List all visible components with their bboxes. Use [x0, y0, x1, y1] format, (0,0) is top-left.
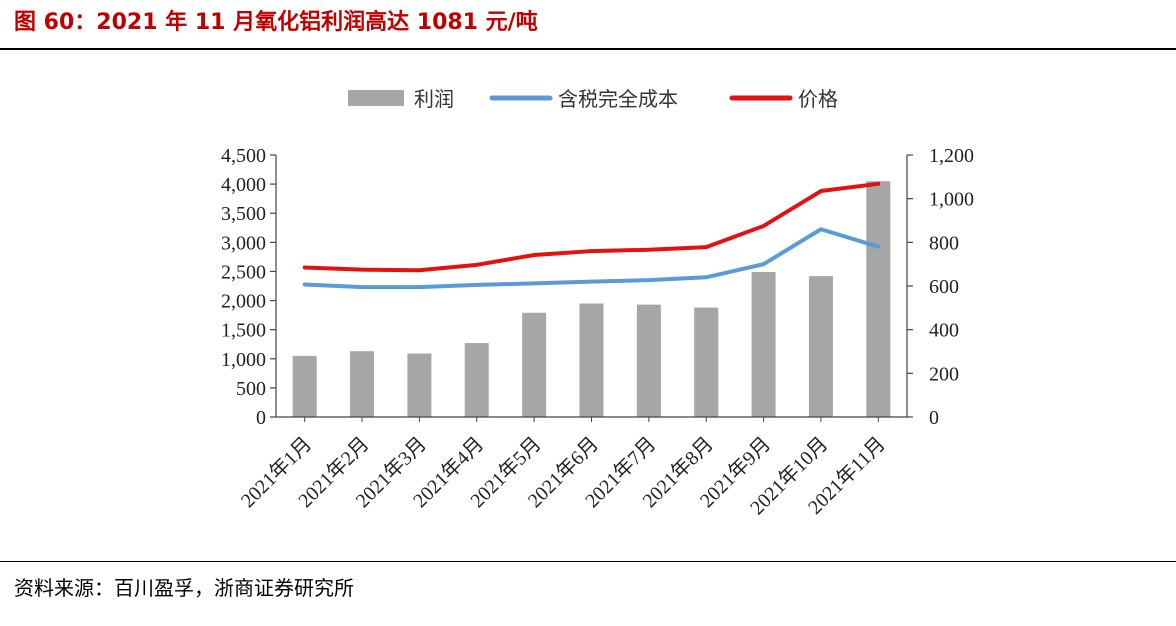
left-axis: 0 500 1,000 1,500 2,000 2,500 3,000 3,500 4,000 4…: [221, 145, 277, 429]
series-line: [302, 227, 881, 290]
bar: [808, 276, 833, 417]
bar: [751, 272, 776, 417]
right-tick-label: 200: [929, 363, 959, 385]
source-note: 资料来源：百川盈孚，浙商证券研究所: [14, 576, 354, 600]
right-tick-label: 800: [929, 232, 959, 254]
series-line: [302, 181, 881, 273]
chart: 利润 含税完全成本 价格 0 500 1,000 1,500 2,000 2,500 3,000…: [221, 87, 974, 519]
right-tick-label: 600: [929, 276, 959, 298]
chart-title: 图 60：2021 年 11 月氧化铝利润高达 1081 元/吨: [14, 10, 538, 35]
bar: [464, 343, 489, 417]
bar: [866, 181, 891, 417]
left-tick-label: 2,500: [221, 261, 266, 283]
legend: 利润 含税完全成本 价格: [348, 87, 838, 111]
bar: [522, 312, 547, 417]
bar-series: [292, 181, 891, 417]
bar: [694, 307, 719, 417]
line-series: [302, 181, 881, 290]
left-tick-label: 2,000: [221, 291, 266, 313]
legend-label: 利润: [414, 87, 454, 111]
left-tick-label: 0: [256, 407, 266, 429]
left-tick-label: 500: [236, 378, 266, 400]
right-tick-label: 1,200: [929, 145, 974, 167]
left-tick-label: 4,500: [221, 145, 266, 167]
bar: [579, 303, 604, 417]
left-tick-label: 3,500: [221, 203, 266, 225]
legend-swatch: [348, 90, 404, 106]
right-tick-label: 400: [929, 320, 959, 342]
right-tick-label: 1,000: [929, 189, 974, 211]
bar: [350, 351, 375, 417]
right-tick-label: 0: [929, 407, 939, 429]
x-axis: 2021年1月2021年2月2021年3月2021年4月2021年5月2021年…: [236, 416, 907, 519]
bar: [636, 304, 661, 417]
legend-label: 含税完全成本: [558, 87, 678, 111]
left-tick-label: 4,000: [221, 174, 266, 196]
left-tick-label: 1,000: [221, 349, 266, 371]
left-tick-label: 1,500: [221, 320, 266, 342]
left-tick-label: 3,000: [221, 232, 266, 254]
legend-label: 价格: [798, 87, 838, 111]
bar: [407, 353, 432, 417]
bar: [292, 355, 317, 417]
top-rule: [0, 48, 1176, 50]
bottom-rule: [0, 561, 1176, 562]
right-axis: 0 200 400 600 800 1,000 1,200: [906, 145, 974, 429]
